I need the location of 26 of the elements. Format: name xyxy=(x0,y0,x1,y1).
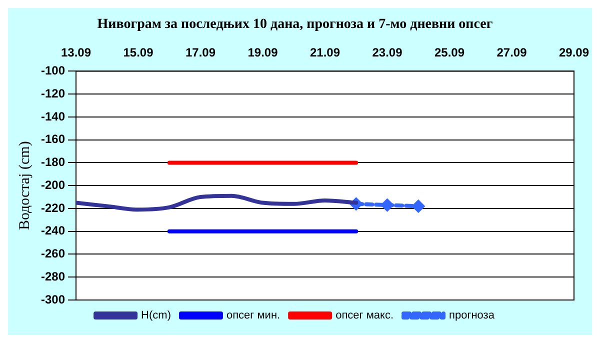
y-tick-label: -140 xyxy=(40,109,66,124)
x-tick-label: 23.09 xyxy=(372,45,403,60)
x-tick-label: 13.09 xyxy=(61,45,92,60)
y-tick-label: -120 xyxy=(40,86,66,100)
y-tick-label: -100 xyxy=(40,64,66,78)
legend-label: опсег мин. xyxy=(226,310,280,322)
y-tick-label: -240 xyxy=(40,224,66,238)
legend-label: прогноза xyxy=(449,310,496,322)
x-tick-label: 19.09 xyxy=(248,45,278,60)
y-tick-label: -280 xyxy=(40,269,66,284)
y-tick-label: -300 xyxy=(40,292,66,306)
y-tick-label: -260 xyxy=(40,246,66,261)
y-axis-title: Водостај (cm) xyxy=(16,141,33,230)
x-tick-label: 21.09 xyxy=(310,45,340,60)
x-tick-label: 27.09 xyxy=(496,45,528,60)
y-tick-label: -160 xyxy=(40,132,66,146)
x-tick-label: 29.09 xyxy=(558,45,590,60)
legend-label: H(cm) xyxy=(141,310,171,322)
y-tick-label: -180 xyxy=(40,155,66,170)
chart-title: Нивограм за последњих 10 дана, прогноза и 7-мо дневни опсег xyxy=(97,17,493,32)
x-tick-label: 17.09 xyxy=(185,45,216,60)
y-tick-label: -200 xyxy=(40,178,66,192)
legend-label: опсег макс. xyxy=(336,310,394,322)
x-tick-label: 15.09 xyxy=(123,45,154,60)
y-tick-label: -220 xyxy=(40,200,66,215)
x-tick-label: 25.09 xyxy=(434,45,465,60)
